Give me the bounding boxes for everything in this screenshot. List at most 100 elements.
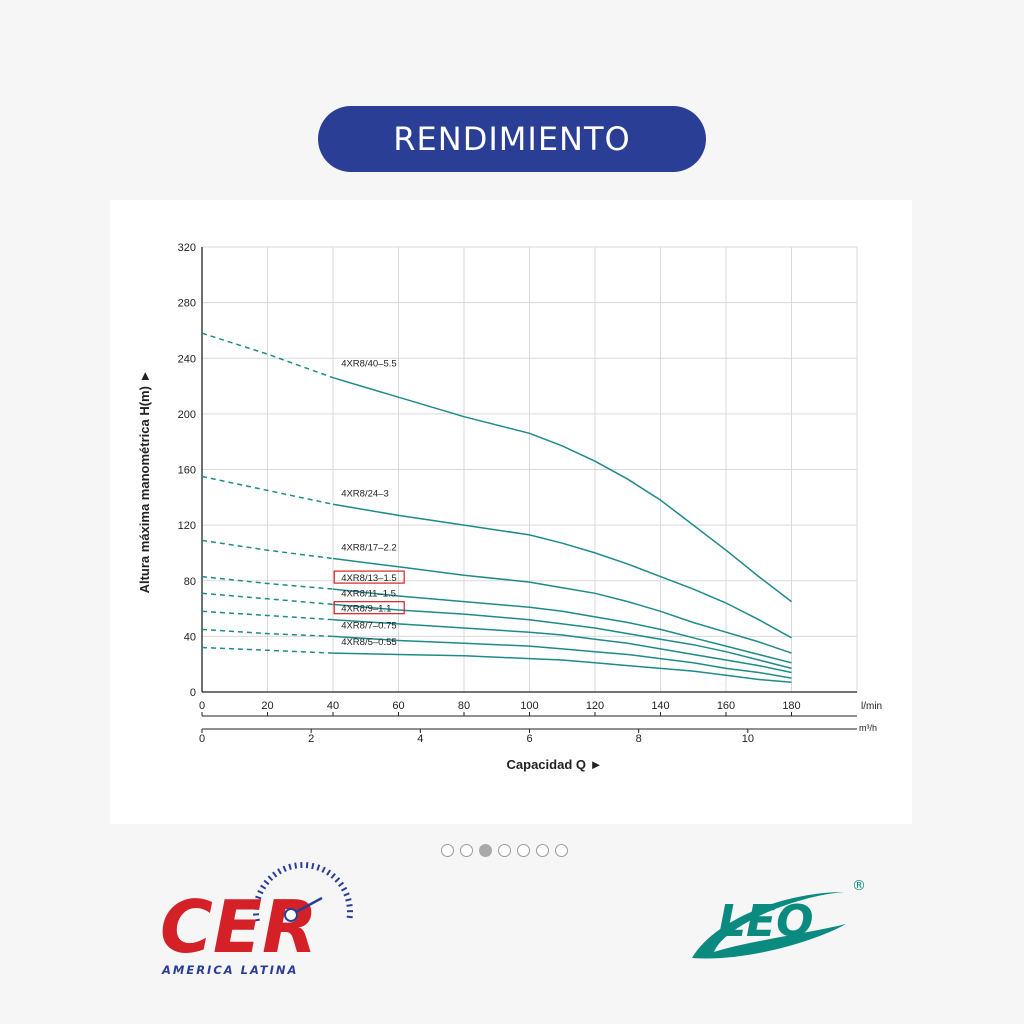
y-tick-label: 320 (178, 242, 196, 254)
title-banner: RENDIMIENTO (318, 106, 706, 172)
series-label-highlight (333, 570, 405, 584)
y-tick-label: 120 (178, 520, 196, 532)
series-line (332, 376, 792, 603)
x-unit-primary: l/min (861, 701, 882, 712)
x-tick-label: 40 (327, 700, 339, 712)
carousel-dot[interactable] (517, 844, 530, 857)
x-tick-label: 100 (520, 700, 538, 712)
cer-logo-tick (260, 884, 267, 890)
cer-logo-tick (346, 904, 353, 907)
cer-logo-tick (340, 886, 348, 892)
series-line (332, 635, 792, 679)
series-label: 4XR8/7–0.75 (341, 620, 396, 631)
y-tick-label: 0 (190, 687, 196, 699)
cer-logo-tick (255, 895, 262, 900)
series-line (332, 603, 792, 670)
series-label: 4XR8/40–5.5 (341, 359, 396, 370)
cer-logo-tick (282, 865, 287, 872)
x-axis-label: Capacidad Q ► (507, 757, 603, 772)
series-label: 4XR8/5–0.55 (341, 637, 396, 648)
series-line (332, 652, 792, 684)
x-tick-label: 60 (392, 700, 404, 712)
cer-logo-tick (253, 901, 260, 905)
cer-logo-tick (272, 871, 278, 878)
series-line-dashed (201, 592, 334, 606)
x2-tick-label: 6 (526, 733, 532, 745)
cer-logo-tick (316, 864, 321, 871)
series-label: 4XR8/24–3 (341, 488, 389, 499)
series-line (332, 503, 792, 639)
y-tick-label: 280 (178, 298, 196, 310)
performance-chart: 0 40 80 120 160 200 240 280 320 0 20 40 60 80 100 120 14… (110, 200, 912, 824)
cer-logo-subtitle: AMERICA LATINA (161, 963, 298, 977)
page-title: RENDIMIENTO (393, 120, 631, 158)
series-label: 4XR8/17–2.2 (341, 543, 396, 554)
cer-logo-tick (343, 892, 350, 897)
y-axis-label: Altura máxima manométrica H(m) ► (137, 370, 152, 594)
cer-logo-tick (263, 879, 270, 886)
x-tick-label: 0 (199, 700, 205, 712)
x-unit-secondary: m³/h (859, 723, 877, 733)
leo-logo-text: LEO (718, 896, 814, 947)
cer-logo-tick (305, 862, 309, 869)
cer-logo-mark: CER AMERICA LATINA (160, 861, 354, 977)
series-line-dashed (201, 628, 334, 638)
y-tick-label: 200 (178, 409, 196, 421)
x2-tick-label: 0 (199, 733, 205, 745)
series-line-dashed (201, 575, 334, 590)
carousel-dot[interactable] (555, 844, 568, 857)
cer-logo-tick (277, 868, 282, 875)
x2-tick-label: 10 (742, 733, 754, 745)
x-tick-label: 180 (782, 700, 800, 712)
cer-logo-tick (253, 918, 260, 922)
series-line-dashed (201, 610, 334, 621)
series-line (332, 557, 792, 654)
x-tick-label: 80 (458, 700, 470, 712)
cer-logo-tick (267, 875, 274, 882)
series-label-highlight (333, 601, 405, 615)
series-line-dashed (201, 646, 334, 654)
x2-tick-label: 4 (417, 733, 423, 745)
x-tick-label: 160 (717, 700, 735, 712)
carousel-pagination (441, 844, 587, 862)
series-line-dashed (201, 539, 334, 560)
y-tick-label: 40 (184, 631, 196, 643)
x2-tick-label: 2 (308, 733, 314, 745)
leo-logo: LEO ® (684, 872, 874, 972)
x-tick-label: 120 (586, 700, 604, 712)
series-label: 4XR8/9–1.1 (341, 604, 391, 615)
x-tick-label: 20 (261, 700, 273, 712)
cer-logo-tick (330, 873, 336, 879)
leo-swoosh (692, 892, 846, 959)
cer-logo-tick (345, 898, 352, 902)
carousel-dot[interactable] (479, 844, 492, 857)
cer-logo-tick (334, 877, 341, 883)
series-line (332, 588, 792, 664)
x-tick-label: 140 (651, 700, 669, 712)
cer-logo-tick (294, 862, 298, 869)
carousel-dot[interactable] (536, 844, 549, 857)
cer-logo-tick (326, 869, 332, 876)
leo-registered-mark: ® (852, 878, 866, 894)
x2-tick-label: 8 (636, 733, 642, 745)
cer-logo-tick (288, 863, 292, 870)
carousel-dot[interactable] (441, 844, 454, 857)
series-line-dashed (201, 475, 334, 506)
cer-logo-tick (311, 862, 315, 870)
y-tick-label: 160 (178, 465, 196, 477)
carousel-dot[interactable] (498, 844, 511, 857)
cer-logo-tick (257, 889, 264, 895)
cer-logo-tick (338, 881, 345, 887)
series-label: 4XR8/11–1.5 (341, 588, 396, 599)
y-tick-label: 80 (184, 576, 196, 588)
cer-logo-tick (346, 915, 353, 919)
series-label: 4XR8/13–1.5 (341, 573, 396, 584)
leo-logo-mark: LEO ® (692, 878, 866, 959)
y-tick-label: 240 (178, 353, 196, 365)
cer-logo-tick (321, 866, 326, 873)
series-line-dashed (201, 332, 334, 379)
carousel-dot[interactable] (460, 844, 473, 857)
cer-logo: CER AMERICA LATINA (158, 860, 358, 980)
series-line (332, 618, 792, 674)
